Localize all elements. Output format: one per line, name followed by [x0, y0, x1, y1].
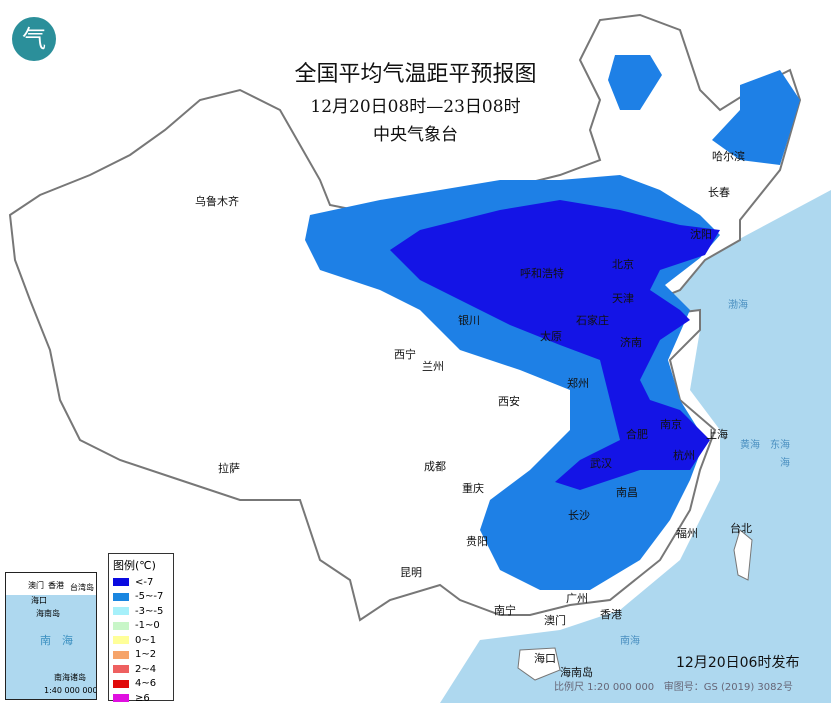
legend-swatch — [113, 636, 129, 645]
city-label: 香港 — [600, 608, 622, 621]
map-period: 12月20日08时—23日08时 — [310, 97, 521, 117]
city-label: 澳门 — [544, 614, 566, 627]
inset-label: 南海诸岛 — [54, 673, 86, 682]
anomaly-region-ne2 — [712, 70, 800, 165]
legend-label: 4~6 — [135, 678, 157, 690]
legend-label: -5~-7 — [135, 591, 164, 603]
cma-logo: 气 — [12, 17, 56, 61]
issue-time: 12月20日06时发布 — [676, 655, 800, 671]
inset-label: 香港 — [48, 581, 64, 590]
city-label: 郑州 — [567, 377, 589, 390]
city-label: 呼和浩特 — [520, 267, 564, 280]
city-label: 沈阳 — [690, 228, 712, 241]
inset-label: 南 — [40, 634, 51, 647]
sea-area — [440, 190, 831, 703]
taiwan-island — [733, 529, 753, 581]
inset-label: 海口 — [31, 596, 47, 605]
map-issuer: 中央气象台 — [373, 125, 458, 145]
legend-label: -1~0 — [135, 620, 160, 632]
city-label: 长春 — [708, 186, 730, 199]
city-label: 哈尔滨 — [712, 150, 745, 163]
city-label: 西安 — [498, 395, 520, 408]
city-label: 成都 — [424, 460, 446, 473]
city-label: 石家庄 — [576, 314, 609, 327]
city-label: 拉萨 — [218, 462, 240, 475]
inset-label: 海 — [62, 634, 73, 647]
city-label: 福州 — [676, 527, 698, 540]
legend-swatch — [113, 621, 129, 630]
city-label: 济南 — [620, 336, 642, 349]
legend-item: -1~0 — [113, 619, 173, 634]
legend-label: <-7 — [135, 576, 154, 588]
sea-label: 海 — [780, 458, 790, 469]
sea-label: 南海 — [620, 636, 640, 647]
inset-scale: 1:40 000 000 — [44, 686, 97, 695]
hainan-island — [517, 647, 561, 681]
anomaly-region-ne1 — [608, 55, 662, 110]
legend-label: 0~1 — [135, 634, 157, 646]
legend-item: ≥6 — [113, 691, 173, 703]
city-label: 昆明 — [400, 566, 422, 579]
city-label: 海口 — [534, 652, 556, 665]
scale-text: 比例尺 1:20 000 000 — [554, 682, 655, 693]
sea-label: 黄海 — [740, 440, 760, 451]
legend-item: <-7 — [113, 575, 173, 590]
sea-label: 渤海 — [728, 300, 748, 311]
legend: 图例(℃) <-7 -5~-7 -3~-5 -1~0 0~1 1~2 2~4 4~6 ≥6 — [108, 553, 174, 703]
legend-swatch — [113, 650, 129, 659]
city-label: 贵阳 — [466, 535, 488, 548]
city-label: 广州 — [566, 592, 588, 605]
inset-land — [6, 573, 96, 595]
legend-item: 0~1 — [113, 633, 173, 648]
city-label: 合肥 — [626, 428, 648, 441]
city-label: 南昌 — [616, 486, 638, 499]
city-label: 杭州 — [673, 449, 695, 462]
map-number: 审图号：GS (2019) 3082号 — [663, 682, 793, 693]
anomaly-region-lt-minus7 — [390, 200, 720, 490]
sea-label: 东海 — [770, 440, 790, 451]
city-label: 重庆 — [462, 482, 484, 495]
city-label: 银川 — [458, 314, 480, 327]
city-label: 上海 — [706, 428, 728, 441]
map-title: 全国平均气温距平预报图 — [294, 62, 537, 87]
city-label: 南宁 — [494, 604, 516, 617]
city-label: 乌鲁木齐 — [195, 195, 239, 208]
city-label: 武汉 — [590, 457, 612, 470]
legend-label: 1~2 — [135, 649, 157, 661]
legend-item: -3~-5 — [113, 604, 173, 619]
south-china-sea-inset: 澳门 香港 台湾岛 海口 海南岛 南 海 南海诸岛 1:40 000 000 — [5, 572, 97, 700]
city-label: 南京 — [660, 418, 682, 431]
city-label: 太原 — [540, 330, 562, 343]
legend-label: 2~4 — [135, 663, 157, 675]
footer-scale: 比例尺 1:20 000 000 审图号：GS (2019) 3082号 — [554, 682, 793, 694]
city-label: 海南岛 — [560, 666, 593, 679]
city-label: 兰州 — [422, 360, 444, 373]
city-label: 西宁 — [394, 348, 416, 361]
legend-label: ≥6 — [135, 692, 150, 703]
legend-item: 1~2 — [113, 648, 173, 663]
legend-item: 4~6 — [113, 677, 173, 692]
legend-swatch — [113, 607, 129, 616]
city-label: 长沙 — [568, 509, 590, 522]
inset-label: 澳门 — [28, 581, 44, 590]
legend-item: 2~4 — [113, 662, 173, 677]
city-label: 北京 — [612, 258, 634, 271]
city-label: 天津 — [612, 292, 634, 305]
legend-swatch — [113, 665, 129, 674]
inset-label: 台湾岛 — [70, 583, 94, 592]
legend-swatch — [113, 679, 129, 688]
legend-swatch — [113, 694, 129, 703]
legend-swatch — [113, 578, 129, 587]
legend-title: 图例(℃) — [113, 559, 156, 572]
legend-swatch — [113, 592, 129, 601]
legend-label: -3~-5 — [135, 605, 164, 617]
city-label: 台北 — [730, 522, 752, 535]
inset-label: 海南岛 — [36, 609, 60, 618]
legend-item: -5~-7 — [113, 590, 173, 605]
